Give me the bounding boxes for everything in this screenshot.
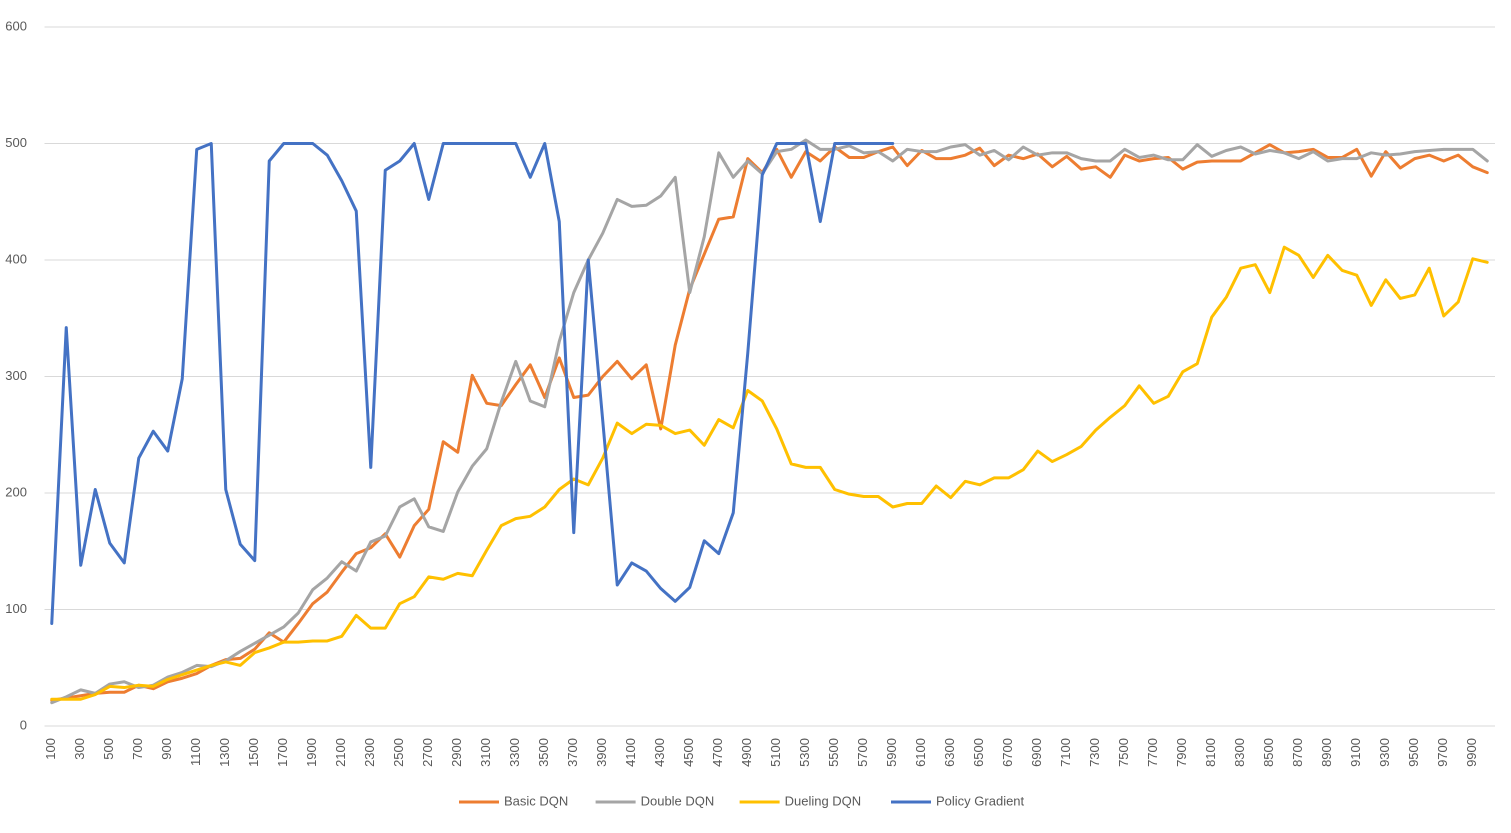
x-tick-label: 100 xyxy=(43,738,58,760)
y-tick-label: 600 xyxy=(5,18,27,33)
x-tick-label: 9700 xyxy=(1435,738,1450,767)
y-tick-label: 500 xyxy=(5,135,27,150)
series-line xyxy=(50,245,1489,701)
x-tick-label: 9100 xyxy=(1348,738,1363,767)
x-tick-label: 7100 xyxy=(1058,738,1073,767)
x-tick-label: 1900 xyxy=(304,738,319,767)
x-tick-label: 3300 xyxy=(507,738,522,767)
y-tick-label: 100 xyxy=(5,601,27,616)
legend-label: Double DQN xyxy=(641,793,715,808)
x-tick-label: 7300 xyxy=(1087,738,1102,767)
x-tick-label: 5100 xyxy=(768,738,783,767)
x-tick-label: 3900 xyxy=(594,738,609,767)
x-tick-label: 9500 xyxy=(1406,738,1421,767)
x-tick-label: 3100 xyxy=(478,738,493,767)
x-tick-label: 6900 xyxy=(1029,738,1044,767)
x-tick-label: 5700 xyxy=(855,738,870,767)
x-tick-label: 6300 xyxy=(942,738,957,767)
x-tick-label: 8900 xyxy=(1319,738,1334,767)
x-tick-label: 700 xyxy=(130,738,145,760)
x-tick-label: 6700 xyxy=(1000,738,1015,767)
x-tick-label: 500 xyxy=(101,738,116,760)
x-tick-label: 2700 xyxy=(420,738,435,767)
x-tick-label: 900 xyxy=(159,738,174,760)
x-tick-label: 5900 xyxy=(884,738,899,767)
x-tick-label: 2300 xyxy=(362,738,377,767)
x-tick-label: 7700 xyxy=(1145,738,1160,767)
series-line xyxy=(50,142,895,625)
x-tick-label: 5300 xyxy=(797,738,812,767)
x-tick-label: 3500 xyxy=(536,738,551,767)
x-tick-label: 9300 xyxy=(1377,738,1392,767)
x-tick-label: 8300 xyxy=(1232,738,1247,767)
x-tick-label: 2900 xyxy=(449,738,464,767)
legend-label: Policy Gradient xyxy=(936,793,1025,808)
x-tick-label: 7500 xyxy=(1116,738,1131,767)
x-tick-label: 4100 xyxy=(623,738,638,767)
x-tick-label: 9900 xyxy=(1464,738,1479,767)
x-tick-label: 2500 xyxy=(391,738,406,767)
legend-label: Basic DQN xyxy=(504,793,568,808)
x-tick-label: 4300 xyxy=(652,738,667,767)
x-tick-label: 4700 xyxy=(710,738,725,767)
x-tick-label: 8100 xyxy=(1203,738,1218,767)
x-tick-label: 8500 xyxy=(1261,738,1276,767)
x-tick-label: 1700 xyxy=(275,738,290,767)
x-tick-label: 1300 xyxy=(217,738,232,767)
x-tick-label: 7900 xyxy=(1174,738,1189,767)
x-tick-label: 3700 xyxy=(565,738,580,767)
x-tick-label: 8700 xyxy=(1290,738,1305,767)
x-tick-label: 300 xyxy=(72,738,87,760)
x-tick-label: 4500 xyxy=(681,738,696,767)
x-tick-label: 5500 xyxy=(826,738,841,767)
x-tick-label: 6100 xyxy=(913,738,928,767)
x-tick-label: 1500 xyxy=(246,738,261,767)
x-tick-label: 2100 xyxy=(333,738,348,767)
x-tick-label: 1100 xyxy=(188,738,203,766)
x-tick-label: 4900 xyxy=(739,738,754,767)
y-tick-label: 0 xyxy=(20,717,27,732)
y-tick-label: 400 xyxy=(5,251,27,266)
x-tick-label: 6500 xyxy=(971,738,986,767)
y-tick-label: 200 xyxy=(5,484,27,499)
y-tick-label: 300 xyxy=(5,368,27,383)
legend: Basic DQN Double DQN Dueling DQN Policy Gra… xyxy=(459,793,1025,808)
legend-label: Dueling DQN xyxy=(785,793,862,808)
